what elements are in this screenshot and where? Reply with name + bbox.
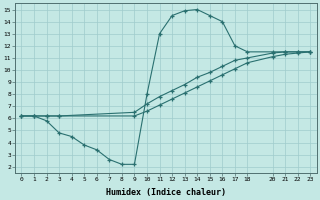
X-axis label: Humidex (Indice chaleur): Humidex (Indice chaleur)	[106, 188, 226, 197]
